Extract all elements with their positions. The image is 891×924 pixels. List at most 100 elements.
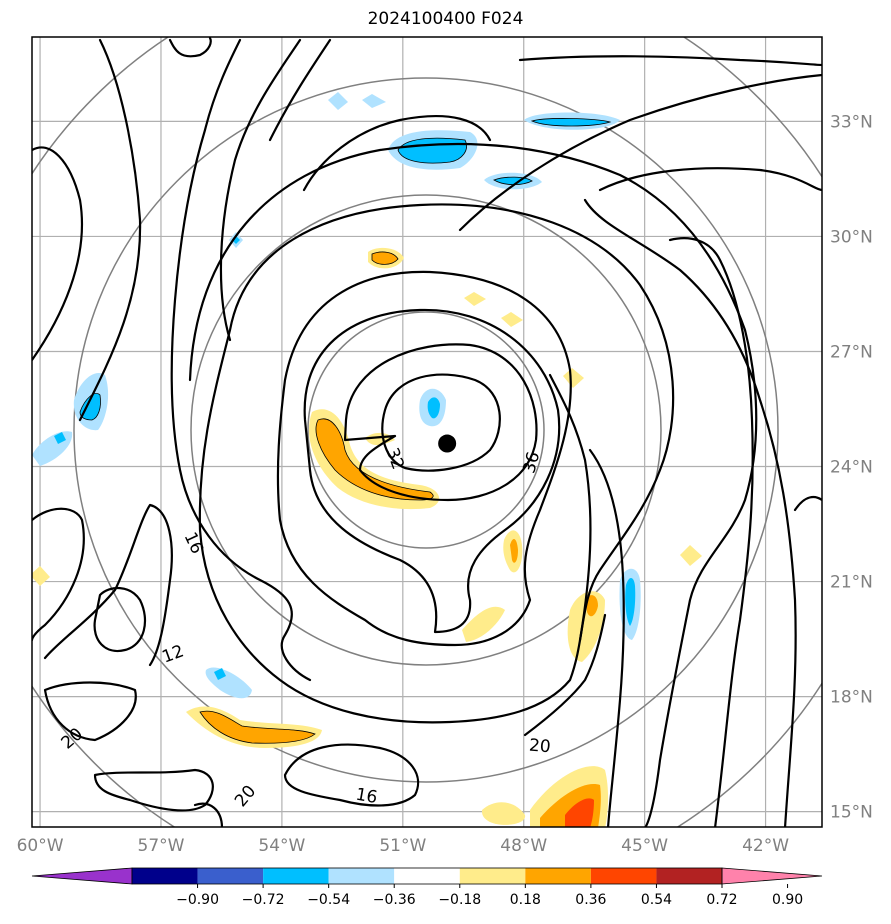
distance-ring-2 xyxy=(190,194,662,666)
colorbar-segment xyxy=(197,868,264,884)
contour-edge xyxy=(32,146,84,362)
negative-patch xyxy=(532,118,610,126)
latitude-tick-label: 15°N xyxy=(830,803,873,823)
contour-28 xyxy=(303,308,561,634)
contour-24 xyxy=(276,270,572,647)
positive-patch xyxy=(510,538,518,563)
longitude-tick-label: 42°W xyxy=(742,836,789,856)
colorbar-label: −0.36 xyxy=(373,892,416,908)
colorbar-segment xyxy=(590,868,657,884)
contour-32 xyxy=(343,343,538,502)
colorbar-label: −0.18 xyxy=(438,892,481,908)
contour-edge xyxy=(32,507,85,642)
negative-patch xyxy=(625,577,636,626)
positive-patch xyxy=(308,409,440,510)
negative-patch xyxy=(80,393,101,420)
positive-patch xyxy=(586,595,598,617)
negative-patch xyxy=(214,668,226,680)
contour-edge xyxy=(78,38,142,422)
longitude-tick-label: 54°W xyxy=(258,836,305,856)
positive-patch xyxy=(481,802,526,825)
positive-patch xyxy=(372,251,398,265)
positive-patch xyxy=(32,566,50,586)
map-frame xyxy=(31,36,823,828)
colorbar-segment xyxy=(656,868,722,884)
contour-edge xyxy=(583,198,797,827)
negative-patch xyxy=(362,94,386,108)
latitude-tick-label: 33°N xyxy=(830,112,873,132)
latitude-tick-label: 24°N xyxy=(830,458,873,478)
latitude-tick-label: 27°N xyxy=(830,342,873,362)
colorbar-segment xyxy=(525,868,591,884)
contour-16 xyxy=(43,503,173,667)
negative-patch xyxy=(427,397,440,419)
distance-ring-1 xyxy=(307,311,545,549)
contour-edge xyxy=(458,73,822,232)
colorbar-label: −0.72 xyxy=(242,892,285,908)
contour-edge xyxy=(168,37,212,58)
colorbar-label: 0.54 xyxy=(641,892,672,908)
colorbar-segment xyxy=(394,868,460,884)
contour-edge xyxy=(302,114,492,192)
contour-edge xyxy=(170,38,312,682)
contour-edge xyxy=(548,373,592,642)
positive-patch xyxy=(501,312,523,327)
contour-20-left xyxy=(43,681,137,742)
distance-rings xyxy=(32,37,822,827)
storm-center-marker xyxy=(438,434,457,453)
contour-16-outer xyxy=(188,142,758,827)
latitude-tick-label: 21°N xyxy=(830,573,873,593)
negative-patch xyxy=(328,92,348,110)
contour-edge xyxy=(268,38,332,142)
colorbar-label: 0.90 xyxy=(772,892,803,908)
colorbar-label: −0.90 xyxy=(176,892,219,908)
contour-edge xyxy=(793,495,822,512)
contour-20-bottom xyxy=(93,768,214,812)
contour-edge xyxy=(598,167,822,192)
colorbar-frame xyxy=(131,867,723,885)
longitude-tick-label: 48°W xyxy=(500,836,547,856)
colorbar-segment xyxy=(263,868,329,884)
contour-edge xyxy=(518,55,822,67)
contour-label: 20 xyxy=(528,736,551,758)
positive-patch xyxy=(565,798,594,827)
contour-edge xyxy=(668,237,754,827)
colorbar-segment xyxy=(132,868,198,884)
shaded-field xyxy=(32,92,702,827)
colorbar-segment xyxy=(459,868,526,884)
graticule xyxy=(32,37,822,827)
contour-36 xyxy=(381,373,501,472)
contour-20-right xyxy=(523,613,607,737)
colorbar: −0.90 −0.72 −0.54 −0.36 −0.18 0.18 0.36 0.54 0.7… xyxy=(31,867,823,908)
latitude-tick-label: 18°N xyxy=(830,688,873,708)
longitude-tick-labels: 60°W 57°W 54°W 51°W 48°W 45°W 42°W xyxy=(17,836,790,856)
positive-patch xyxy=(200,711,315,744)
colorbar-label: 0.36 xyxy=(575,892,606,908)
contour-edge xyxy=(219,38,302,342)
contour-20 xyxy=(198,203,675,724)
distance-ring-3 xyxy=(73,77,779,783)
contour-16-bottom xyxy=(283,743,420,807)
colorbar-extend-high xyxy=(721,867,823,885)
colorbar-segment xyxy=(328,868,395,884)
negative-patch xyxy=(54,432,66,444)
colorbar-label: 0.18 xyxy=(510,892,541,908)
contour-edge xyxy=(588,448,625,827)
longitude-tick-label: 57°W xyxy=(138,836,185,856)
positive-patch xyxy=(563,368,584,388)
contour-edge xyxy=(193,802,224,827)
latitude-tick-labels: 15°N 18°N 21°N 24°N 27°N 30°N 33°N xyxy=(830,112,873,822)
positive-patch xyxy=(464,292,486,306)
colorbar-label: 0.72 xyxy=(706,892,737,908)
positive-patch xyxy=(680,545,702,566)
map-title: 2024100400 F024 xyxy=(367,9,524,29)
colorbar-extend-low xyxy=(31,867,133,885)
contour-12 xyxy=(93,587,147,653)
contour-lines xyxy=(32,37,822,827)
longitude-tick-label: 60°W xyxy=(17,836,64,856)
latitude-tick-label: 30°N xyxy=(830,227,873,247)
longitude-tick-label: 51°W xyxy=(379,836,426,856)
longitude-tick-label: 45°W xyxy=(621,836,668,856)
contour-label: 16 xyxy=(354,785,379,808)
